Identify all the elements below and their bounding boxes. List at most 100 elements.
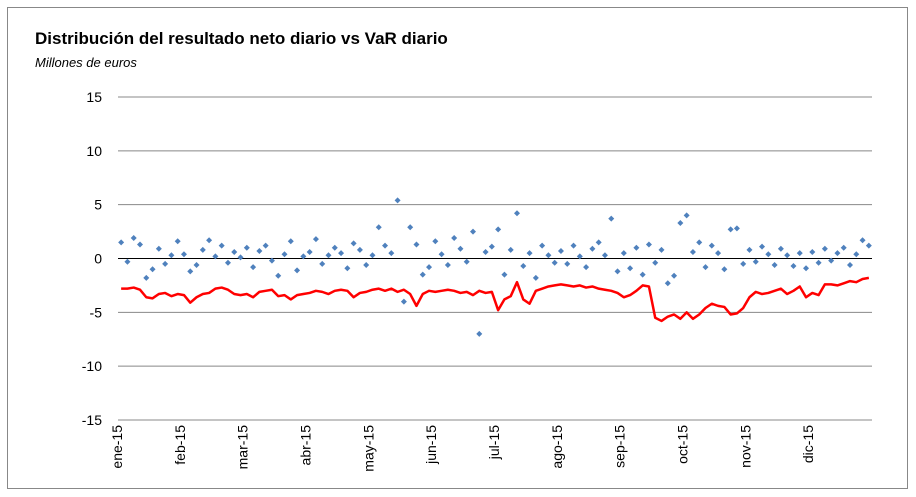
point (771, 261, 778, 268)
point (551, 259, 558, 266)
point (218, 242, 225, 249)
point (501, 271, 508, 278)
y-tick-label: 10 (86, 143, 102, 159)
point (759, 243, 766, 250)
x-tick-label: may-15 (360, 425, 376, 472)
point (740, 260, 747, 267)
point (250, 264, 257, 271)
point (658, 246, 665, 253)
point (331, 244, 338, 251)
point (796, 250, 803, 257)
point (319, 260, 326, 267)
point (287, 238, 294, 245)
point (400, 298, 407, 305)
point (765, 251, 772, 258)
y-tick-label: 15 (86, 89, 102, 105)
point (859, 237, 866, 244)
point (237, 254, 244, 261)
point (539, 242, 546, 249)
point (815, 259, 822, 266)
point (212, 253, 219, 260)
point (583, 264, 590, 271)
point (803, 265, 810, 272)
point (564, 260, 571, 267)
point (344, 265, 351, 272)
x-tick-label: nov-15 (737, 425, 753, 468)
point (708, 242, 715, 249)
point (256, 247, 263, 254)
point (495, 226, 502, 233)
point (369, 252, 376, 259)
point (488, 243, 495, 250)
y-tick-label: 0 (94, 251, 102, 267)
point (847, 261, 854, 268)
point (595, 239, 602, 246)
point (243, 244, 250, 251)
var-line (121, 276, 870, 323)
chart-subtitle: Millones de euros (35, 55, 137, 70)
point (513, 210, 520, 217)
point (180, 251, 187, 258)
point (268, 257, 275, 264)
point (432, 238, 439, 245)
x-tick-label: dic-15 (800, 425, 816, 463)
y-tick-label: -5 (90, 304, 103, 320)
point (300, 253, 307, 260)
point (834, 250, 841, 257)
chart-title: Distribución del resultado neto diario v… (35, 29, 448, 48)
point (683, 212, 690, 219)
point (532, 274, 539, 281)
point (627, 265, 634, 272)
point (394, 197, 401, 204)
point (206, 237, 213, 244)
point (444, 261, 451, 268)
x-tick-label: ene-15 (109, 425, 125, 469)
point (671, 272, 678, 279)
point (752, 258, 759, 265)
point (174, 238, 181, 245)
point (168, 252, 175, 259)
point (507, 246, 514, 253)
point (382, 242, 389, 249)
point (639, 271, 646, 278)
point (821, 245, 828, 252)
point (350, 240, 357, 247)
point (689, 249, 696, 256)
point (828, 257, 835, 264)
point (463, 258, 470, 265)
point (702, 264, 709, 271)
point (224, 259, 231, 266)
point (853, 251, 860, 258)
point (149, 266, 156, 273)
point (419, 271, 426, 278)
x-tick-label: feb-15 (172, 425, 188, 465)
point (614, 268, 621, 275)
point (470, 228, 477, 235)
point (526, 250, 533, 257)
point (338, 250, 345, 257)
point (520, 263, 527, 270)
point (187, 268, 194, 275)
point (294, 267, 301, 274)
point (589, 245, 596, 252)
point (645, 241, 652, 248)
point (482, 249, 489, 256)
point (557, 247, 564, 254)
point (130, 235, 137, 242)
point (388, 250, 395, 257)
point (262, 242, 269, 249)
point (275, 272, 282, 279)
point (325, 252, 332, 259)
point (375, 224, 382, 231)
point (124, 258, 131, 265)
chart-border (7, 7, 908, 489)
point (570, 242, 577, 249)
point (231, 249, 238, 256)
point (356, 246, 363, 253)
point (715, 250, 722, 257)
point (476, 330, 483, 337)
point (601, 252, 608, 259)
point (633, 244, 640, 251)
point (652, 259, 659, 266)
point (407, 224, 414, 231)
